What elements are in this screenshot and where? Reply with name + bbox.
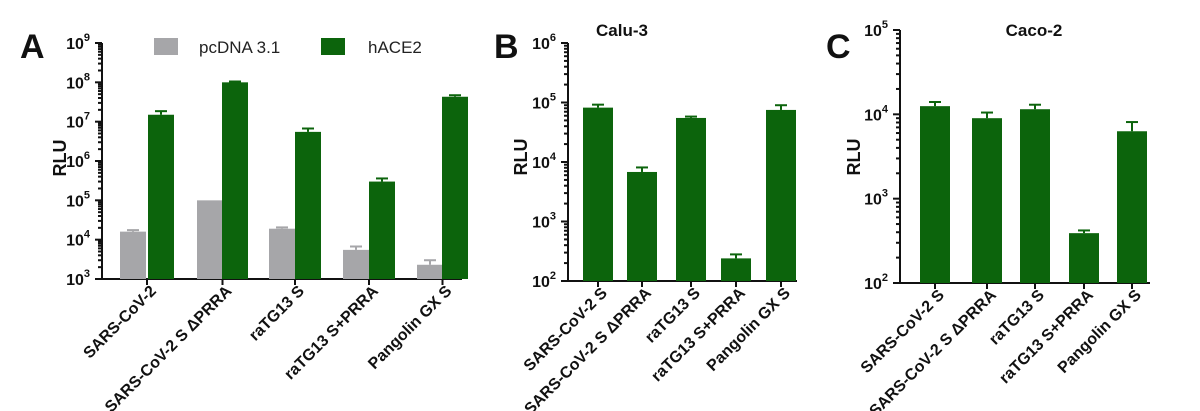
bar-value — [920, 106, 950, 284]
panel-b-letter: B — [494, 28, 519, 66]
bar-hace2 — [369, 181, 395, 279]
legend-swatch-pcdna — [154, 38, 178, 55]
bar-hace2 — [295, 131, 321, 279]
panel-b-ylabel: RLU — [511, 139, 531, 176]
y-tick-label: 104 — [864, 103, 889, 124]
category-label: Pangolin GX S — [1055, 287, 1145, 377]
category-label: SARS-CoV-2 S ΔPRRA — [102, 282, 236, 411]
panel-b-title: Calu-3 — [596, 21, 648, 40]
plot-a: 103 104 105 106 107 108 109 SARS-CoV-2SARS-CoV-… — [66, 32, 468, 411]
bar-hace2 — [442, 96, 468, 279]
category-label: SARS-CoV-2 — [81, 283, 160, 362]
y-tick-label: 109 — [66, 32, 90, 53]
bar-hace2 — [222, 82, 248, 279]
y-tick-label: 104 — [66, 229, 91, 250]
y-tick-label: 107 — [66, 111, 90, 132]
bar-value — [627, 171, 657, 281]
bar-value — [972, 118, 1002, 283]
bar-pcdna-3-1 — [269, 228, 295, 279]
bar-value — [1020, 109, 1050, 284]
y-tick-label: 103 — [66, 268, 90, 289]
bar-pcdna-3-1 — [197, 200, 223, 279]
bar-pcdna-3-1 — [120, 231, 146, 279]
y-tick-label: 105 — [864, 19, 888, 40]
bar-value — [676, 117, 706, 281]
y-tick-label: 105 — [66, 189, 90, 210]
bar-value — [766, 109, 796, 281]
y-tick-label: 106 — [66, 150, 90, 171]
legend-label-pcdna: pcDNA 3.1 — [199, 38, 280, 57]
y-tick-label: 104 — [532, 151, 557, 172]
y-tick-label: 102 — [532, 270, 556, 291]
category-label: Pangolin GX S — [704, 285, 794, 375]
panel-c-ylabel: RLU — [844, 139, 864, 176]
bar-value — [1069, 233, 1099, 283]
plots: 103 104 105 106 107 108 109 SARS-CoV-2SARS-CoV-… — [66, 19, 1150, 411]
bar-value — [583, 107, 613, 281]
y-tick-label: 106 — [532, 32, 556, 53]
bar-pcdna-3-1 — [417, 264, 443, 279]
bar-hace2 — [148, 114, 174, 279]
panel-c-title: Caco-2 — [1006, 21, 1063, 40]
bar-value — [1117, 131, 1147, 283]
y-tick-label: 108 — [66, 71, 90, 92]
category-label: raTG13 S — [246, 283, 308, 345]
y-tick-label: 105 — [532, 92, 556, 113]
panel-a-ylabel: RLU — [50, 140, 70, 177]
bar-pcdna-3-1 — [343, 249, 369, 279]
bar-value — [721, 258, 751, 281]
panel-a-letter: A — [20, 28, 45, 66]
panel-c-letter: C — [826, 28, 851, 66]
legend-swatch-hace2 — [321, 38, 345, 55]
y-tick-label: 103 — [532, 211, 556, 232]
y-tick-label: 103 — [864, 188, 888, 209]
legend-label-hace2: hACE2 — [368, 38, 422, 57]
y-tick-label: 102 — [864, 272, 888, 293]
